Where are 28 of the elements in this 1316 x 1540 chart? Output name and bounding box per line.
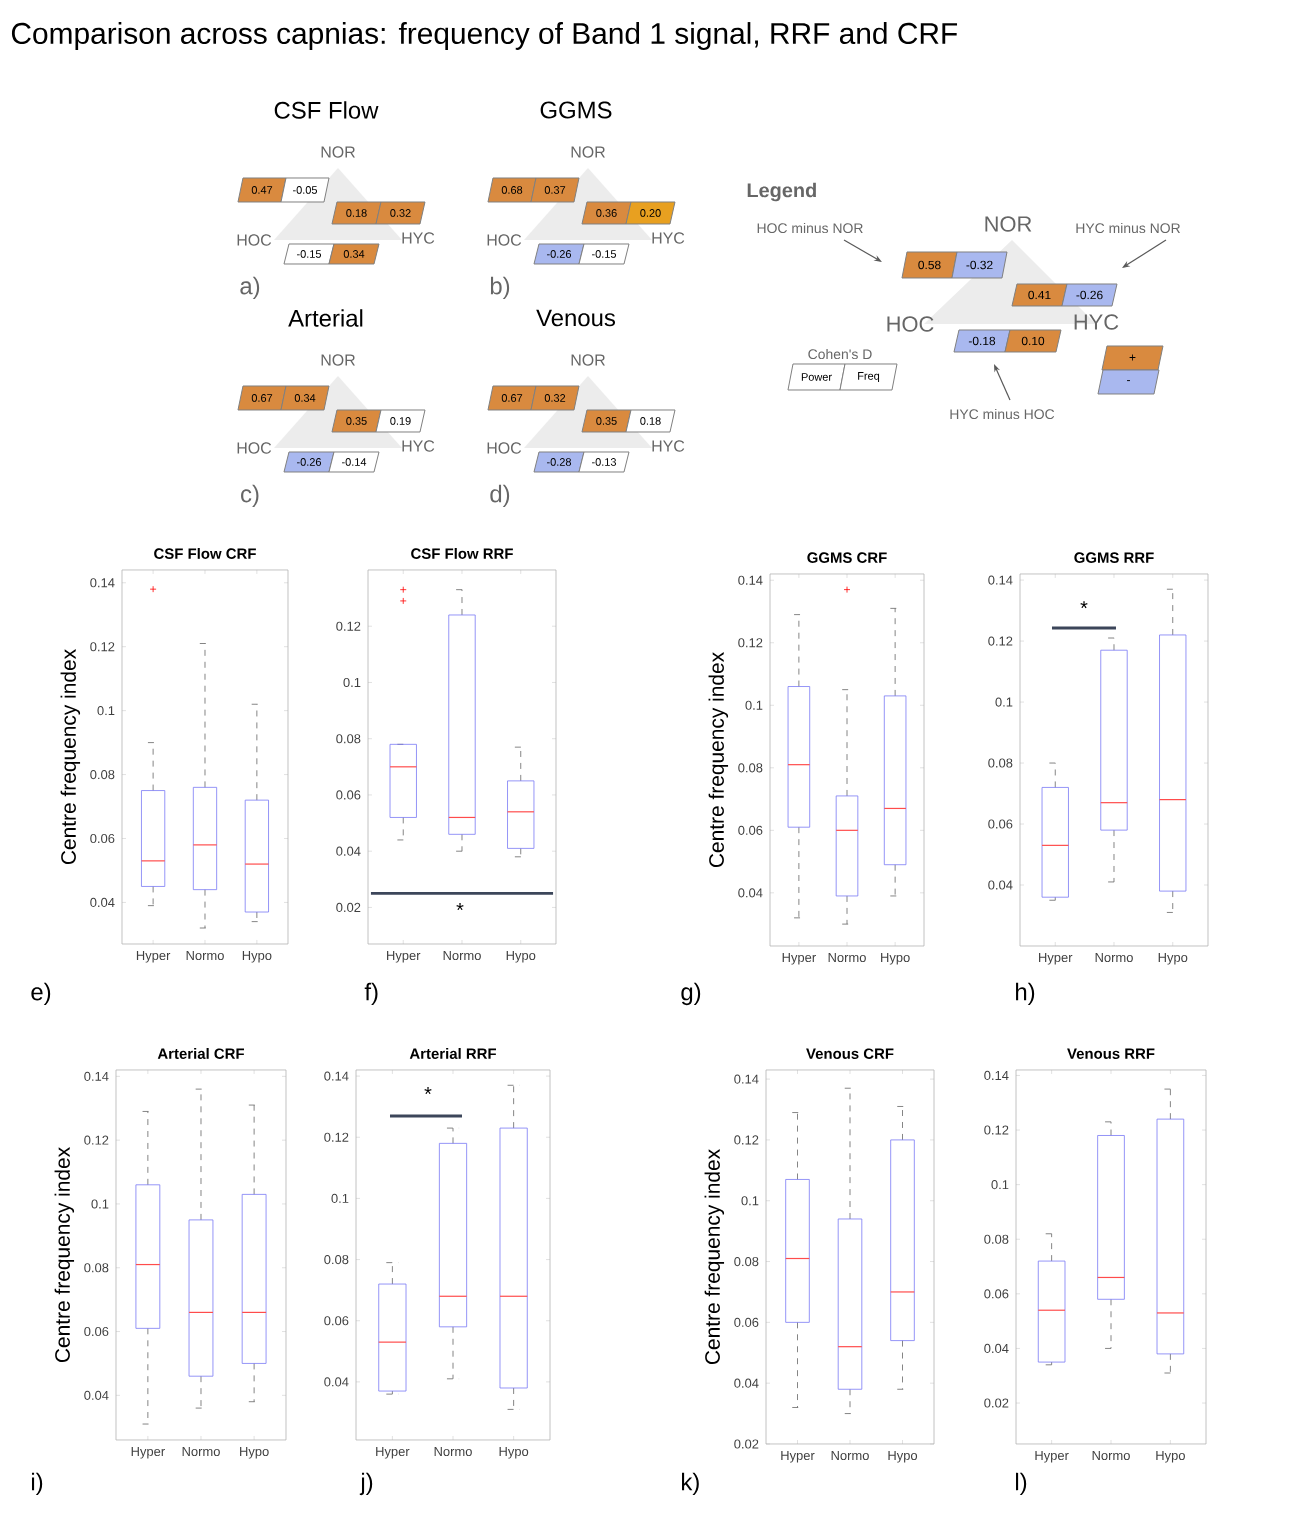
text: Venous <box>536 309 616 327</box>
text: Comparison across capnias: frequency of Band 1 signal, RRF and CRF <box>11 22 958 50</box>
text: f) <box>364 982 378 1006</box>
text: i) <box>31 1472 43 1496</box>
annotation: * <box>424 1087 432 1095</box>
text: l) <box>1016 1472 1027 1496</box>
text: HYC <box>1074 314 1119 330</box>
y-axis-title: Centre frequency index <box>704 1149 725 1365</box>
text: a) <box>240 276 260 300</box>
y-axis-title: Centre frequency index <box>54 1147 75 1363</box>
text: k) <box>682 1472 699 1496</box>
text: NOR <box>985 216 1032 232</box>
text: e) <box>31 982 51 1006</box>
text: h) <box>1016 982 1035 1006</box>
text: Legend <box>747 182 816 202</box>
text: GGMS <box>540 101 612 119</box>
y-axis-title: Centre frequency index <box>708 652 729 868</box>
text: Arterial <box>288 309 363 327</box>
text: d) <box>490 484 510 508</box>
text: b) <box>490 276 510 300</box>
text: j) <box>359 1472 373 1496</box>
y-axis-title: Centre frequency index <box>60 649 81 865</box>
text: c) <box>241 484 259 508</box>
text: g) <box>681 982 701 1006</box>
text: CSF Flow <box>274 101 379 119</box>
annotation: * <box>456 903 464 911</box>
annotation: * <box>1080 601 1088 609</box>
text: HOC <box>887 316 934 332</box>
